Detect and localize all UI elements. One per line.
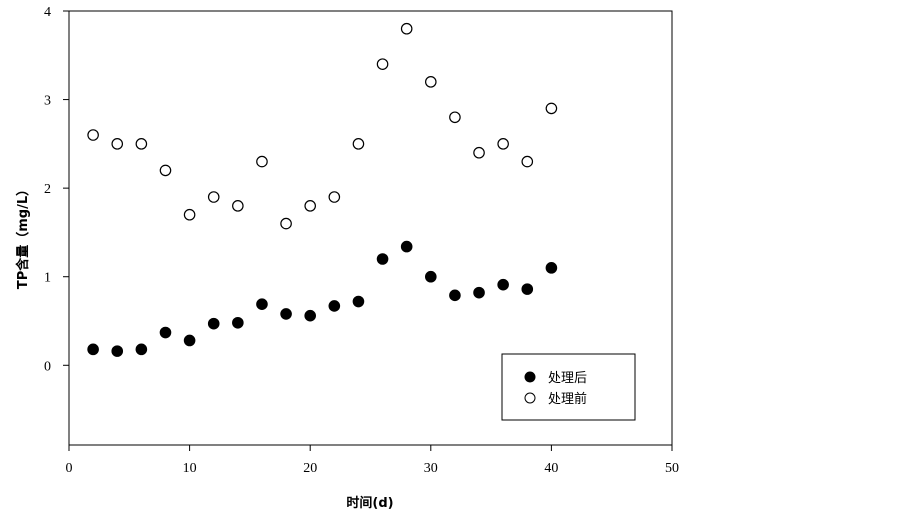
y-tick-label: 0	[44, 359, 51, 374]
point-after-treatment	[400, 240, 413, 253]
point-before-treatment	[256, 155, 268, 168]
x-axis-title: 时间(d)	[346, 495, 393, 511]
legend-box	[501, 353, 636, 421]
point-before-treatment	[449, 111, 461, 124]
point-after-treatment	[183, 334, 196, 347]
point-before-treatment	[304, 200, 316, 212]
point-before-treatment	[352, 138, 365, 150]
y-tick-label: 3	[44, 94, 51, 109]
x-tick-label: 10	[183, 461, 197, 476]
point-before-treatment	[87, 129, 99, 141]
y-axis: 0 1 2 3 4	[44, 5, 69, 374]
x-tick-label: 20	[303, 461, 317, 476]
legend: 处理后 处理前	[501, 353, 636, 421]
point-after-treatment	[521, 283, 534, 295]
point-after-treatment	[304, 309, 316, 322]
point-before-treatment	[183, 208, 196, 221]
legend-label-before: 处理前	[548, 391, 587, 407]
point-before-treatment	[328, 191, 341, 203]
y-tick-label: 4	[44, 5, 51, 20]
x-tick-label: 30	[424, 461, 438, 476]
point-after-treatment	[376, 253, 389, 265]
y-axis-title: TP含量（mg/L）	[15, 183, 31, 289]
point-after-treatment	[111, 345, 124, 357]
data-points	[87, 22, 558, 357]
point-after-treatment	[545, 262, 558, 274]
x-tick-label: 50	[665, 461, 679, 476]
point-before-treatment	[376, 58, 389, 70]
point-after-treatment	[87, 343, 99, 356]
legend-marker-open	[524, 392, 536, 404]
point-after-treatment	[207, 317, 220, 330]
point-before-treatment	[473, 146, 485, 159]
point-before-treatment	[400, 22, 413, 35]
point-before-treatment	[232, 200, 244, 212]
point-after-treatment	[135, 343, 148, 356]
point-after-treatment	[159, 326, 172, 339]
point-before-treatment	[521, 155, 534, 168]
point-before-treatment	[159, 164, 172, 177]
point-before-treatment	[280, 217, 292, 230]
point-before-treatment	[207, 191, 220, 203]
legend-label-after: 处理后	[548, 371, 587, 386]
point-before-treatment	[111, 138, 124, 150]
point-before-treatment	[497, 138, 509, 150]
y-tick-label: 2	[44, 182, 51, 197]
point-after-treatment	[449, 289, 461, 302]
point-after-treatment	[473, 286, 485, 299]
point-before-treatment	[545, 102, 558, 115]
point-after-treatment	[256, 298, 268, 310]
point-after-treatment	[424, 270, 437, 283]
point-before-treatment	[135, 138, 148, 150]
plot-area-frame	[68, 10, 673, 446]
legend-marker-filled	[524, 371, 536, 383]
y-tick-label: 1	[44, 271, 51, 286]
point-before-treatment	[424, 76, 437, 88]
x-axis: 0 10 20 30 40 50	[66, 445, 679, 476]
x-tick-label: 0	[66, 461, 73, 476]
point-after-treatment	[328, 300, 341, 312]
point-after-treatment	[497, 278, 509, 291]
point-after-treatment	[352, 295, 365, 308]
point-after-treatment	[232, 316, 244, 329]
x-tick-label: 40	[544, 461, 558, 476]
point-after-treatment	[280, 308, 292, 320]
